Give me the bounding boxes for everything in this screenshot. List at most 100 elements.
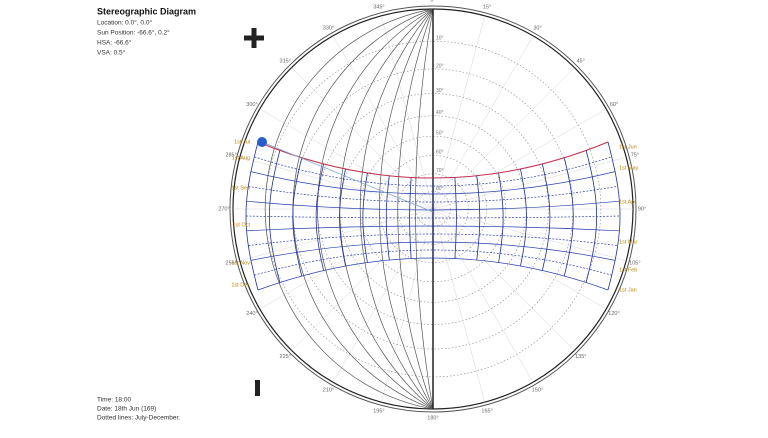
azimuth-line bbox=[259, 208, 434, 310]
hour-line bbox=[245, 141, 259, 291]
altitude-label: 80° bbox=[436, 186, 444, 192]
shadow-arc bbox=[415, 8, 433, 410]
outer-ring bbox=[229, 5, 637, 413]
azimuth-label: 180° bbox=[427, 415, 438, 421]
sun-ray bbox=[261, 141, 434, 213]
azimuth-label: 285° bbox=[225, 152, 236, 158]
azimuth-line bbox=[432, 15, 485, 210]
location-info: Location: 0.0°, 0.0° bbox=[97, 19, 152, 27]
azimuth-line bbox=[432, 67, 575, 210]
location-info: Sun Position: -66.6°, 0.2° bbox=[97, 29, 170, 37]
azimuth-line bbox=[432, 208, 534, 383]
sun-position[interactable] bbox=[257, 137, 267, 147]
azimuth-label: 195° bbox=[373, 408, 384, 414]
azimuth-label: 150° bbox=[532, 387, 543, 393]
shadow-arc bbox=[317, 8, 433, 410]
date-line bbox=[254, 249, 612, 276]
azimuth-line bbox=[432, 108, 607, 210]
azimuth-line bbox=[432, 208, 575, 351]
month-label: 1st Jun bbox=[619, 144, 637, 150]
hour-line bbox=[454, 177, 457, 259]
azimuth-label: 300° bbox=[246, 102, 257, 108]
month-label: 1st Dec bbox=[231, 282, 250, 288]
hour-line bbox=[292, 157, 303, 277]
azimuth-line bbox=[432, 35, 534, 210]
hour-line bbox=[385, 175, 390, 261]
date-line bbox=[248, 233, 618, 246]
hour-line bbox=[409, 177, 412, 259]
altitude-label: 70° bbox=[436, 168, 444, 174]
hour-line bbox=[498, 172, 504, 263]
month-label: 1st Mar bbox=[619, 239, 638, 245]
hour-line bbox=[476, 175, 481, 261]
altitude-label: 40° bbox=[436, 110, 444, 116]
month-label: 1st Sep bbox=[231, 185, 250, 191]
azimuth-line bbox=[291, 208, 434, 351]
azimuth-line bbox=[432, 208, 607, 310]
azimuth-line bbox=[432, 157, 627, 210]
month-label: 1st Jul bbox=[234, 139, 250, 145]
azimuth-label: 120° bbox=[608, 311, 619, 317]
hour-line bbox=[542, 163, 551, 271]
azimuth-label: 225° bbox=[280, 354, 291, 360]
month-label: 1st Oct bbox=[233, 222, 251, 228]
diagram-title: Stereographic Diagram bbox=[97, 6, 196, 16]
month-label: 1st Aug bbox=[232, 155, 250, 161]
azimuth-label: 15° bbox=[483, 5, 491, 11]
time-info: Date: 18th Jun (169) bbox=[97, 406, 156, 413]
azimuth-label: 240° bbox=[246, 311, 257, 317]
location-info: VSA: 0.5° bbox=[97, 49, 126, 57]
month-label: 1st Feb bbox=[619, 267, 637, 273]
azimuth-label: 165° bbox=[481, 408, 492, 414]
azimuth-label: 0° bbox=[430, 0, 435, 3]
altitude-label: 60° bbox=[436, 150, 444, 156]
azimuth-label: 45° bbox=[577, 59, 585, 65]
azimuth-line bbox=[381, 15, 434, 210]
shadow-arc bbox=[397, 8, 433, 410]
azimuth-label: 315° bbox=[280, 59, 291, 65]
altitude-label: 10° bbox=[436, 36, 444, 42]
azimuth-line bbox=[381, 208, 434, 403]
azimuth-label: 105° bbox=[629, 261, 640, 267]
hour-line bbox=[362, 172, 368, 263]
azimuth-line bbox=[291, 67, 434, 210]
azimuth-label: 210° bbox=[323, 387, 334, 393]
azimuth-label: 60° bbox=[610, 102, 618, 108]
azimuth-label: 75° bbox=[631, 152, 639, 158]
altitude-label: 20° bbox=[436, 63, 444, 69]
zoom-out-icon[interactable] bbox=[255, 380, 260, 396]
altitude-label: 50° bbox=[436, 131, 444, 137]
month-label: 1st Jan bbox=[619, 287, 637, 293]
hour-line bbox=[607, 141, 621, 291]
hour-line bbox=[268, 150, 281, 283]
time-info: Dotted lines: July-December. bbox=[97, 415, 180, 422]
azimuth-line bbox=[259, 108, 434, 210]
month-label: 1st May bbox=[619, 165, 639, 171]
hour-line bbox=[315, 163, 324, 271]
month-label: 1st Nov bbox=[231, 260, 250, 266]
azimuth-label: 330° bbox=[323, 25, 334, 31]
hour-line bbox=[520, 168, 527, 267]
azimuth-label: 30° bbox=[533, 25, 541, 31]
date-line bbox=[254, 156, 612, 187]
shadow-arc bbox=[264, 8, 433, 410]
hour-line bbox=[339, 168, 346, 267]
azimuth-label: 90° bbox=[638, 206, 646, 212]
azimuth-label: 270° bbox=[218, 206, 229, 212]
azimuth-line bbox=[239, 157, 434, 210]
azimuth-label: 345° bbox=[373, 5, 384, 11]
hour-line bbox=[563, 157, 574, 277]
azimuth-label: 255° bbox=[225, 261, 236, 267]
location-info: HSA: -66.6° bbox=[97, 39, 132, 47]
hour-line bbox=[585, 150, 598, 283]
azimuth-line bbox=[432, 208, 627, 261]
altitude-label: 30° bbox=[436, 88, 444, 94]
zoom-in-icon[interactable] bbox=[244, 28, 264, 48]
azimuth-label: 135° bbox=[575, 354, 586, 360]
azimuth-line bbox=[332, 208, 434, 383]
azimuth-line bbox=[432, 208, 485, 403]
azimuth-line bbox=[332, 35, 434, 210]
month-label: 1st Apr bbox=[619, 199, 636, 205]
